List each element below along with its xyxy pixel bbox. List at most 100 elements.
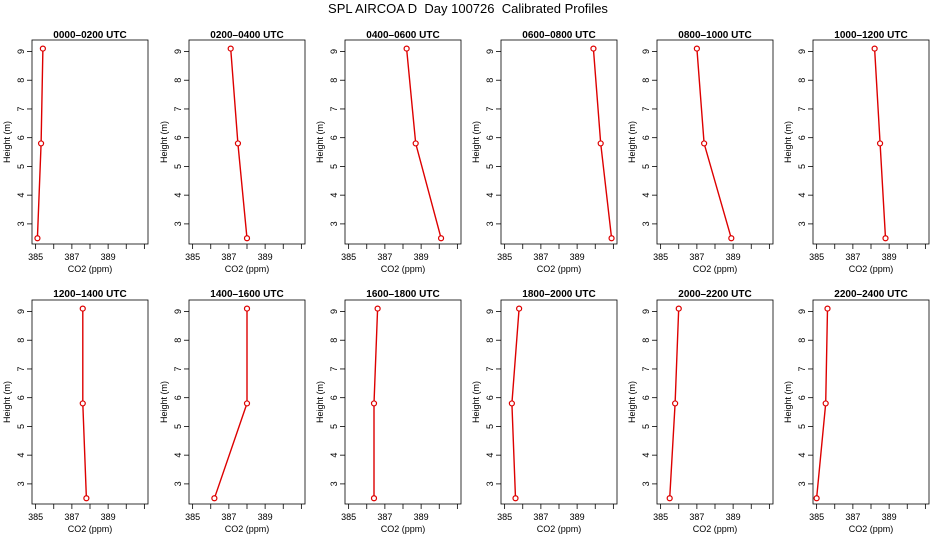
y-tick-label: 4	[173, 453, 183, 458]
y-tick-label: 5	[16, 164, 26, 169]
x-axis-label: CO2 (ppm)	[849, 264, 894, 274]
y-tick-label: 6	[641, 135, 651, 140]
y-tick-label: 5	[641, 164, 651, 169]
y-tick-label: 9	[173, 309, 183, 314]
profile-point	[412, 140, 419, 147]
profile-point	[243, 305, 251, 312]
plot-frame	[812, 299, 930, 505]
y-axis-label: Height (m)	[315, 121, 325, 163]
profile-point	[370, 495, 378, 502]
y-tick-label: 8	[329, 78, 339, 83]
profile-panel-3: 0400–0600 UTC 385 387 389 3 4 5 6 7 8 9 CO2 (ppm) He…	[315, 30, 462, 274]
y-tick-label: 6	[641, 395, 651, 400]
y-tick-label: 8	[173, 78, 183, 83]
y-tick-label: 4	[329, 193, 339, 198]
y-tick-label: 9	[485, 49, 495, 54]
panel-title: 0800–1000 UTC	[678, 30, 751, 41]
profile-point	[37, 140, 45, 147]
y-tick-label: 7	[485, 366, 495, 371]
y-tick-label: 8	[641, 338, 651, 343]
x-tick-label: 387	[377, 252, 392, 262]
plot-frame	[344, 39, 462, 245]
profile-point	[370, 400, 378, 407]
profile-panel-10: 1800–2000 UTC 385 387 389 3 4 5 6 7 8 9 CO2 (ppm) He…	[471, 289, 618, 534]
x-tick-label: 385	[341, 512, 356, 522]
x-tick-label: 387	[533, 252, 548, 262]
profile-point	[701, 140, 708, 147]
y-tick-label: 3	[485, 221, 495, 226]
panel-title: 2200–2400 UTC	[834, 289, 907, 300]
profile-point	[512, 495, 519, 502]
y-tick-label: 9	[797, 49, 807, 54]
plot-frame	[656, 39, 774, 245]
panel-title: 0200–0400 UTC	[210, 30, 283, 41]
x-axis-label: CO2 (ppm)	[68, 524, 113, 534]
x-axis-label: CO2 (ppm)	[381, 524, 426, 534]
plot-frame	[500, 299, 618, 505]
y-axis-label: Height (m)	[159, 121, 169, 163]
x-tick-label: 389	[258, 252, 273, 262]
x-axis-label: CO2 (ppm)	[849, 524, 894, 534]
y-axis-label: Height (m)	[471, 381, 481, 423]
x-tick-label: 389	[101, 512, 116, 522]
x-tick-label: 389	[258, 512, 273, 522]
profile-point	[597, 140, 604, 147]
y-tick-label: 4	[173, 193, 183, 198]
y-axis-label: Height (m)	[2, 381, 12, 423]
panel-title: 0600–0800 UTC	[522, 30, 595, 41]
y-tick-label: 9	[641, 309, 651, 314]
x-tick-label: 387	[689, 252, 704, 262]
profile-panel-11: 2000–2200 UTC 385 387 389 3 4 5 6 7 8 9 CO2 (ppm) He…	[627, 289, 774, 534]
y-tick-label: 6	[797, 135, 807, 140]
x-tick-label: 385	[809, 512, 824, 522]
y-axis-label: Height (m)	[159, 381, 169, 423]
profile-point	[871, 45, 878, 52]
y-tick-label: 4	[797, 453, 807, 458]
panel-title: 1600–1800 UTC	[366, 289, 439, 300]
y-tick-label: 8	[485, 78, 495, 83]
profile-point	[374, 305, 381, 312]
y-tick-label: 5	[485, 164, 495, 169]
y-axis-label: Height (m)	[627, 381, 637, 423]
y-tick-label: 3	[485, 481, 495, 486]
x-tick-label: 389	[101, 252, 116, 262]
y-tick-label: 6	[329, 135, 339, 140]
y-tick-label: 7	[641, 106, 651, 111]
x-tick-label: 389	[570, 512, 585, 522]
profile-point	[39, 45, 46, 52]
panel-title: 1000–1200 UTC	[834, 30, 907, 41]
y-tick-label: 5	[797, 424, 807, 429]
y-tick-label: 6	[16, 395, 26, 400]
panel-title: 0000–0200 UTC	[53, 30, 126, 41]
profile-point	[227, 45, 234, 52]
y-tick-label: 9	[329, 309, 339, 314]
x-axis-label: CO2 (ppm)	[693, 264, 738, 274]
y-tick-label: 6	[173, 395, 183, 400]
profile-point	[79, 305, 86, 312]
profile-point	[34, 235, 41, 242]
x-tick-label: 389	[882, 512, 897, 522]
profile-point	[666, 495, 673, 502]
x-tick-label: 385	[185, 252, 200, 262]
y-tick-label: 3	[641, 221, 651, 226]
profile-panel-2: 0200–0400 UTC 385 387 389 3 4 5 6 7 8 9 CO2 (ppm) He…	[159, 30, 306, 274]
y-tick-label: 4	[641, 453, 651, 458]
profile-line	[405, 48, 442, 239]
y-tick-label: 9	[797, 309, 807, 314]
profile-point	[675, 305, 682, 312]
y-tick-label: 7	[173, 106, 183, 111]
y-tick-label: 3	[797, 481, 807, 486]
figure-title: SPL AIRCOA D Day 100726 Calibrated Profi…	[328, 1, 608, 16]
x-tick-label: 387	[64, 252, 79, 262]
panel-title: 2000–2200 UTC	[678, 289, 751, 300]
profile-point	[437, 235, 445, 242]
profile-point	[608, 235, 615, 242]
y-tick-label: 5	[641, 424, 651, 429]
y-tick-label: 3	[173, 221, 183, 226]
profile-point	[728, 235, 735, 242]
y-tick-label: 6	[485, 395, 495, 400]
profile-panel-8: 1400–1600 UTC 385 387 389 3 4 5 6 7 8 9 CO2 (ppm) He…	[159, 289, 306, 534]
y-tick-label: 4	[329, 453, 339, 458]
x-tick-label: 385	[653, 252, 668, 262]
